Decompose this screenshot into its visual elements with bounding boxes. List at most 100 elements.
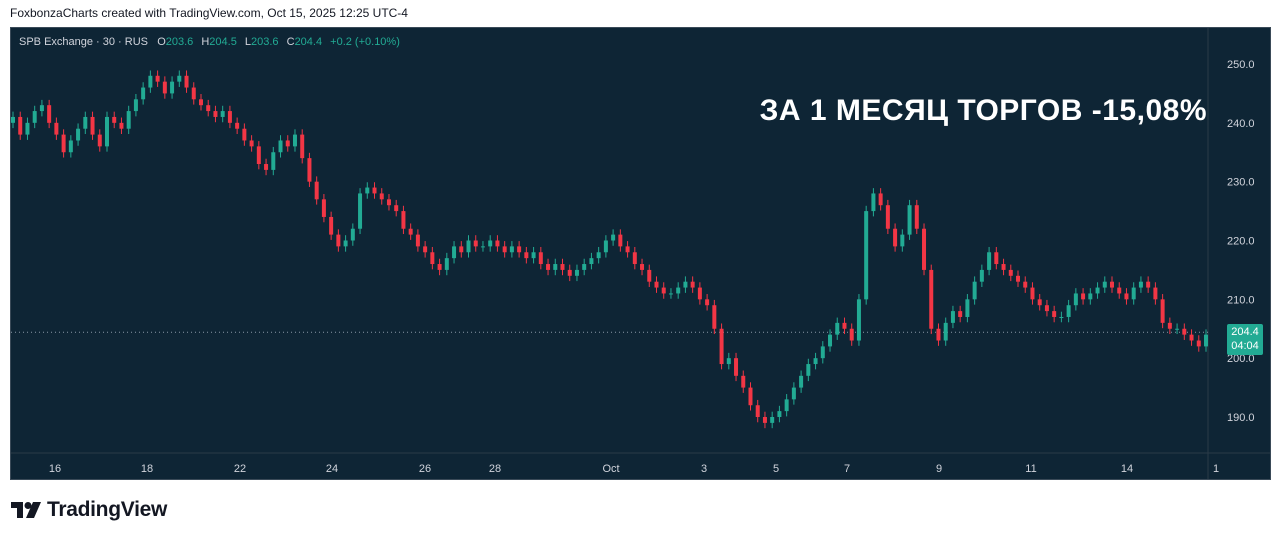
candle-body [170, 81, 175, 94]
last-price-value: 204.4 [1231, 326, 1259, 338]
candle-body [712, 305, 717, 329]
candle-body [502, 246, 507, 253]
candle-body [401, 211, 406, 229]
open-key: O [157, 36, 166, 48]
candle-body [350, 228, 355, 241]
candle-body [430, 252, 435, 265]
candle-body [97, 134, 102, 147]
candle-body [734, 358, 739, 376]
candle-body [611, 234, 616, 241]
tradingview-logo[interactable]: TradingView [11, 498, 167, 522]
candle-body [148, 75, 153, 88]
candle-body [958, 311, 963, 317]
candle-body [929, 269, 934, 329]
candle-body [668, 293, 673, 295]
x-tick-label: 9 [936, 463, 942, 475]
candle-body [1196, 340, 1201, 347]
y-tick-label: 240.0 [1227, 118, 1255, 130]
x-tick-label: 22 [234, 463, 246, 475]
candle-body [603, 240, 608, 253]
candle-body [307, 158, 312, 182]
candle-body [408, 228, 413, 235]
candle-body [104, 116, 109, 147]
candle-body [394, 205, 399, 212]
candle-body [386, 199, 391, 206]
candle-body [1160, 299, 1165, 323]
candle-body [878, 193, 883, 206]
x-tick-label: 18 [141, 463, 153, 475]
candle-body [191, 87, 196, 100]
candle-body [755, 405, 760, 417]
y-tick-label: 220.0 [1227, 236, 1255, 248]
candle-body [632, 252, 637, 265]
candle-body [112, 116, 117, 123]
candle-body [965, 299, 970, 317]
candle-body [791, 387, 796, 400]
candle-body [972, 281, 977, 300]
candle-body [1052, 311, 1057, 317]
candle-body [278, 140, 283, 153]
candle-body [184, 75, 189, 88]
candle-body [647, 269, 652, 282]
x-tick-label: Oct [602, 463, 619, 475]
candle-body [1102, 281, 1107, 288]
candle-body [47, 105, 52, 123]
candle-body [820, 346, 825, 359]
low-key: L [244, 36, 252, 48]
y-tick-label: 250.0 [1227, 59, 1255, 71]
candle-body [835, 322, 840, 335]
candle-body [1167, 322, 1172, 329]
y-tick-label: 230.0 [1227, 177, 1255, 189]
candle-body [343, 240, 348, 247]
candle-body [524, 252, 529, 259]
candle-body [683, 281, 688, 288]
candle-body [690, 281, 695, 288]
candle-body [1138, 281, 1143, 288]
candle-body [618, 234, 623, 247]
chart-panel[interactable]: 190.0 200.0 210.0 220.0 230.0 240.0 250.0 16 18 2… [10, 27, 1271, 480]
candle-body [155, 75, 160, 82]
candle-body [141, 87, 146, 100]
candle-body [1117, 287, 1122, 294]
candle-body [379, 193, 384, 200]
candle-body [762, 417, 767, 423]
candle-body [220, 111, 225, 117]
candle-body [531, 252, 536, 259]
candle-body [473, 240, 478, 247]
candle-body [11, 116, 15, 123]
candle-body [321, 199, 326, 217]
candle-body [61, 134, 66, 153]
candle-body [784, 399, 789, 412]
price-chart[interactable]: 190.0 200.0 210.0 220.0 230.0 240.0 250.0 16 18 2… [11, 28, 1271, 480]
candle-body [705, 299, 710, 306]
candle-body [271, 152, 276, 170]
candle-body [162, 81, 167, 94]
x-tick-label: 14 [1121, 463, 1133, 475]
candle-body [1110, 281, 1115, 288]
tradingview-wordmark: TradingView [47, 498, 168, 521]
y-tick-label: 210.0 [1227, 294, 1255, 306]
candle-body [582, 264, 587, 270]
candle-body [661, 287, 666, 294]
candle-body [1204, 334, 1208, 347]
candle-body [640, 264, 645, 270]
candle-body [235, 122, 240, 129]
candle-body [936, 328, 941, 341]
candle-body [1008, 269, 1013, 276]
candle-body [856, 299, 861, 341]
candle-body [249, 140, 254, 147]
candle-body [1030, 287, 1035, 300]
candle-body [914, 205, 919, 229]
candle-body [1189, 334, 1194, 341]
chart-headline: ЗА 1 МЕСЯЦ ТОРГОВ -15,08% [759, 94, 1207, 127]
candle-body [1146, 281, 1151, 288]
candle-body [538, 252, 543, 265]
close-key: C [286, 36, 295, 48]
candle-body [206, 105, 211, 112]
candle-body [32, 111, 37, 123]
candle-body [459, 246, 464, 253]
candle-body [849, 328, 854, 341]
candle-body [1073, 293, 1078, 306]
x-tick-label: 24 [326, 463, 338, 475]
x-tick-label: 1 [1213, 463, 1219, 475]
